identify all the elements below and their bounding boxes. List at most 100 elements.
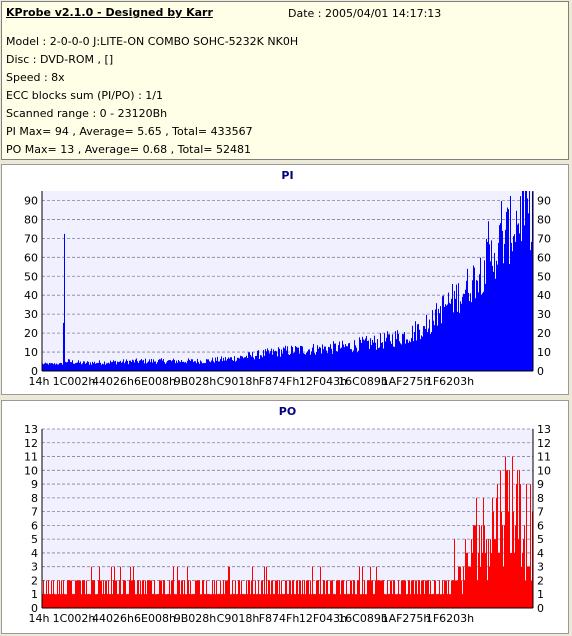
data-bar [421, 335, 422, 371]
data-bar [394, 346, 395, 371]
data-bar [102, 594, 103, 608]
data-bar [411, 338, 412, 371]
data-bar [267, 594, 268, 608]
data-bar [464, 580, 465, 608]
data-bar [496, 260, 497, 371]
data-bar [178, 580, 179, 608]
data-bar [344, 594, 345, 608]
data-bar [489, 566, 490, 608]
data-bar [188, 580, 189, 608]
data-bar [79, 580, 80, 608]
data-bar [330, 344, 331, 371]
data-bar [195, 361, 196, 371]
data-bar [279, 580, 280, 608]
data-bar [405, 343, 406, 371]
data-bar [528, 566, 529, 608]
data-bar [268, 580, 269, 608]
data-bar [359, 337, 360, 371]
data-bar [243, 594, 244, 608]
data-bar [321, 353, 322, 371]
data-bar [199, 363, 200, 371]
data-bar [68, 359, 69, 371]
data-bar [428, 580, 429, 608]
data-bar [422, 580, 423, 608]
data-bar [237, 357, 238, 371]
data-bar [55, 364, 56, 371]
data-bar [304, 353, 305, 371]
data-bar [360, 594, 361, 608]
data-bar [210, 594, 211, 608]
plot-area [42, 429, 533, 608]
data-bar [53, 364, 54, 371]
data-bar [488, 539, 489, 608]
data-bar [431, 332, 432, 371]
data-bar [255, 580, 256, 608]
data-bar [185, 362, 186, 371]
data-bar [370, 566, 371, 608]
data-bar [351, 580, 352, 608]
data-bar [166, 594, 167, 608]
y-tick-label-right: 40 [537, 289, 551, 302]
data-bar [259, 594, 260, 608]
data-bar [458, 283, 459, 371]
data-bar [137, 361, 138, 371]
data-bar [348, 594, 349, 608]
data-bar [356, 347, 357, 371]
data-bar [107, 594, 108, 608]
data-bar [210, 362, 211, 371]
data-bar [323, 349, 324, 371]
data-bar [400, 594, 401, 608]
data-bar [93, 363, 94, 371]
data-bar [446, 305, 447, 371]
data-bar [277, 580, 278, 608]
data-bar [307, 580, 308, 608]
data-bar [49, 594, 50, 608]
data-bar [208, 594, 209, 608]
data-bar [168, 594, 169, 608]
data-bar [122, 594, 123, 608]
data-bar [118, 594, 119, 608]
data-bar [465, 539, 466, 608]
data-bar [406, 594, 407, 608]
data-bar [515, 241, 516, 371]
data-bar [363, 594, 364, 608]
data-bar [118, 362, 119, 371]
data-bar [154, 580, 155, 608]
data-bar [109, 363, 110, 371]
data-bar [485, 552, 486, 608]
data-bar [462, 594, 463, 608]
data-bar [497, 264, 498, 371]
data-bar [69, 359, 70, 371]
data-bar [293, 353, 294, 371]
data-bar [347, 594, 348, 608]
data-bar [61, 580, 62, 608]
x-tick-label: 6E008h [134, 375, 176, 388]
model-line: Model : 2-0-0-0 J:LITE-ON COMBO SOHC-523… [6, 35, 299, 48]
data-bar [47, 363, 48, 371]
data-bar [302, 580, 303, 608]
y-tick-label-left: 3 [31, 561, 38, 574]
data-bar [81, 364, 82, 371]
data-bar [312, 347, 313, 371]
data-bar [410, 594, 411, 608]
data-bar [158, 359, 159, 371]
data-bar [232, 580, 233, 608]
data-bar [283, 594, 284, 608]
data-bar [468, 292, 469, 371]
data-bar [137, 580, 138, 608]
data-bar [99, 566, 100, 608]
data-bar [503, 566, 504, 608]
data-bar [54, 594, 55, 608]
data-bar [241, 580, 242, 608]
data-bar [352, 594, 353, 608]
data-bar [97, 594, 98, 608]
data-bar [477, 580, 478, 608]
data-bar [481, 525, 482, 608]
data-bar [414, 594, 415, 608]
data-bar [133, 566, 134, 608]
data-bar [356, 594, 357, 608]
data-bar [522, 191, 523, 371]
ecc-line: ECC blocks sum (PI/PO) : 1/1 [6, 89, 163, 102]
data-bar [251, 356, 252, 371]
data-bar [218, 594, 219, 608]
